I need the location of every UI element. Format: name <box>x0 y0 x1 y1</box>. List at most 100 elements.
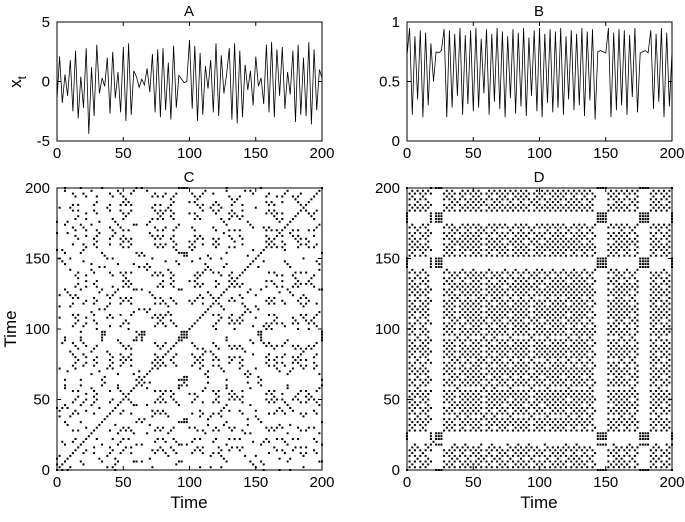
recurrence-point <box>424 243 427 246</box>
recurrence-point <box>127 398 130 401</box>
recurrence-point <box>265 299 268 302</box>
recurrence-point <box>424 209 427 212</box>
recurrence-point <box>580 344 583 347</box>
recurrence-point <box>95 201 98 204</box>
recurrence-point <box>586 418 589 421</box>
recurrence-point <box>633 390 636 392</box>
recurrence-point <box>501 299 504 302</box>
recurrence-point <box>435 260 438 263</box>
recurrence-point <box>551 325 554 328</box>
recurrence-point <box>451 330 454 333</box>
recurrence-point <box>517 361 520 364</box>
recurrence-point <box>535 330 538 333</box>
recurrence-point <box>448 378 451 381</box>
recurrence-point <box>498 189 501 192</box>
recurrence-point <box>652 291 655 294</box>
recurrence-point <box>509 415 512 418</box>
recurrence-point <box>82 353 85 356</box>
recurrence-point <box>628 237 631 240</box>
recurrence-point <box>101 336 104 339</box>
recurrence-point <box>588 370 591 373</box>
recurrence-point <box>490 294 493 297</box>
recurrence-point <box>668 285 671 288</box>
recurrence-point <box>443 373 446 376</box>
recurrence-point <box>485 384 488 387</box>
recurrence-point <box>413 378 416 381</box>
recurrence-point <box>620 291 623 294</box>
recurrence-point <box>74 322 77 325</box>
recurrence-point <box>506 378 509 381</box>
recurrence-point <box>596 266 599 268</box>
recurrence-point <box>573 308 575 311</box>
recurrence-point <box>464 322 467 325</box>
recurrence-point <box>95 299 98 302</box>
recurrence-point <box>124 359 127 361</box>
recurrence-point <box>305 282 308 285</box>
recurrence-point <box>58 367 61 370</box>
recurrence-point <box>586 367 589 370</box>
recurrence-point <box>665 443 668 446</box>
recurrence-point <box>58 454 61 457</box>
recurrence-point <box>570 282 573 285</box>
recurrence-point <box>443 466 446 469</box>
recurrence-point <box>655 271 658 274</box>
recurrence-point <box>143 330 146 333</box>
recurrence-point <box>498 398 501 401</box>
recurrence-point <box>172 299 175 302</box>
recurrence-point <box>498 302 501 305</box>
recurrence-point <box>98 266 101 268</box>
recurrence-point <box>156 367 159 370</box>
recurrence-point <box>517 449 520 452</box>
recurrence-point <box>286 384 289 387</box>
recurrence-point <box>445 308 448 311</box>
recurrence-point <box>443 311 446 314</box>
recurrence-point <box>636 446 639 449</box>
recurrence-point <box>663 234 665 237</box>
recurrence-point <box>413 344 416 347</box>
recurrence-point <box>413 407 416 409</box>
recurrence-point <box>607 384 610 387</box>
recurrence-point <box>143 418 146 421</box>
recurrence-point <box>127 285 130 288</box>
recurrence-point <box>443 271 446 274</box>
recurrence-point <box>549 378 552 381</box>
recurrence-point <box>275 356 278 359</box>
recurrence-point <box>408 350 411 353</box>
recurrence-point <box>660 322 663 325</box>
recurrence-point <box>620 330 623 333</box>
recurrence-point <box>586 339 589 342</box>
recurrence-point <box>660 350 663 353</box>
recurrence-point <box>477 370 480 373</box>
recurrence-point <box>419 378 422 381</box>
recurrence-point <box>429 407 432 409</box>
recurrence-point <box>199 466 202 469</box>
recurrence-point <box>175 192 178 195</box>
recurrence-point <box>580 390 583 392</box>
recurrence-point <box>413 305 416 308</box>
recurrence-point <box>575 203 578 206</box>
recurrence-point <box>541 308 544 311</box>
recurrence-point <box>283 342 286 345</box>
panel-c-recurrence-points <box>56 187 323 471</box>
recurrence-point <box>413 232 416 235</box>
recurrence-point <box>557 392 559 395</box>
recurrence-point <box>217 412 220 415</box>
recurrence-point <box>591 466 594 469</box>
recurrence-point <box>413 350 416 353</box>
recurrence-point <box>66 220 69 223</box>
recurrence-point <box>64 387 66 390</box>
recurrence-point <box>212 412 215 415</box>
recurrence-point <box>570 429 573 432</box>
recurrence-point <box>175 249 178 251</box>
recurrence-point <box>109 325 111 328</box>
recurrence-point <box>626 381 628 384</box>
recurrence-point <box>549 390 552 392</box>
recurrence-point <box>660 311 663 314</box>
recurrence-point <box>522 254 525 257</box>
recurrence-point <box>74 195 77 198</box>
recurrence-point <box>77 395 80 398</box>
recurrence-point <box>169 446 172 449</box>
recurrence-point <box>408 466 411 469</box>
recurrence-point <box>424 237 427 240</box>
